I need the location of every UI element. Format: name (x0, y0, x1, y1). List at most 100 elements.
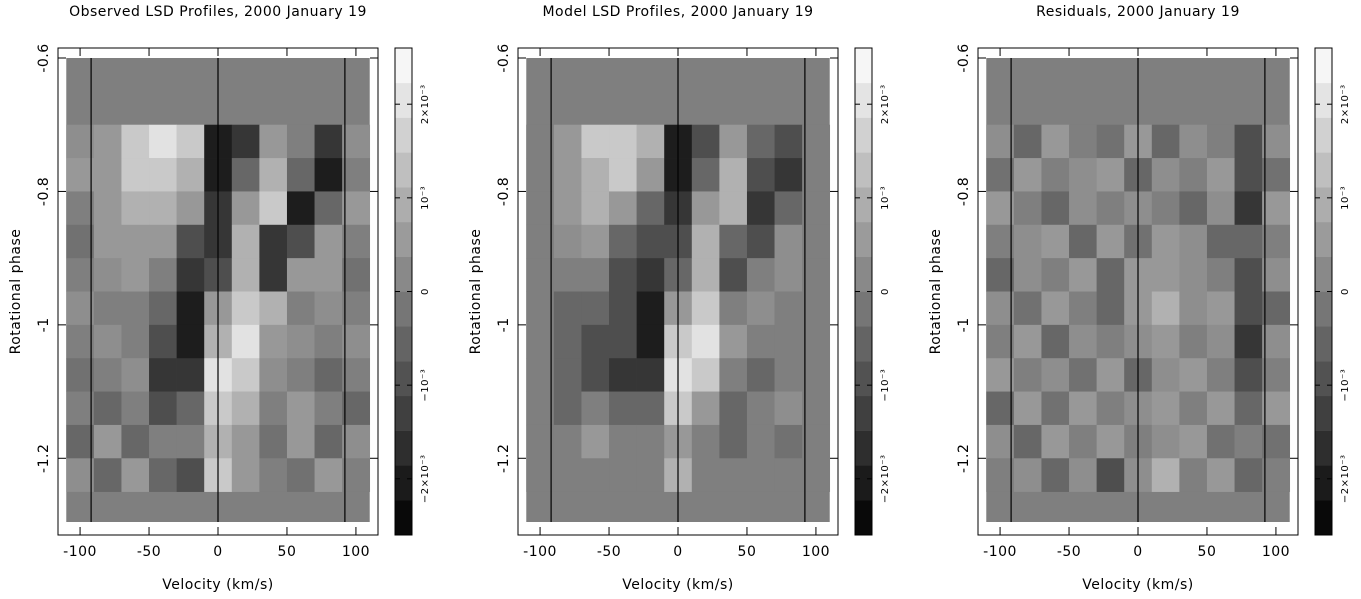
heat-cell (719, 391, 748, 426)
heat-cell (149, 291, 177, 326)
heat-cell (231, 458, 260, 492)
heat-cell (719, 291, 748, 326)
heat-cell (176, 458, 205, 492)
x-tick-label: 0 (213, 544, 222, 560)
colorbar-step (395, 500, 412, 536)
heat-cell (553, 291, 582, 326)
heat-cell (231, 391, 260, 426)
heat-cell (93, 458, 122, 492)
heat-cell (553, 324, 582, 359)
y-tick-label: -0.8 (36, 177, 52, 206)
heat-cell (231, 324, 260, 359)
heat-cell (121, 158, 150, 192)
colorbar-step (395, 256, 412, 292)
heat-cell (286, 224, 315, 259)
heat-cell (342, 458, 371, 492)
heat-cell (1206, 124, 1235, 159)
heat-cell (774, 358, 803, 392)
y-tick-label: -0.6 (956, 43, 972, 72)
heat-cell (719, 424, 748, 459)
heat-cell (231, 158, 260, 192)
heat-cell (342, 258, 371, 292)
heat-cell (774, 224, 803, 259)
heat-cell (1041, 224, 1070, 259)
heat-cell (1234, 158, 1263, 192)
heat-cell (259, 224, 288, 259)
heat-cell (986, 391, 1015, 426)
heat-cell (176, 258, 205, 292)
heat-cell (1234, 458, 1263, 492)
heat-cell (176, 124, 205, 159)
heat-cell (93, 358, 122, 392)
heat-cell (636, 191, 665, 226)
heat-cell (746, 458, 775, 492)
heat-cell (1041, 258, 1070, 292)
heat-cell (121, 391, 150, 426)
heat-cell (1096, 458, 1125, 492)
heat-cell (1069, 191, 1097, 226)
heat-cell (176, 191, 205, 226)
y-tick-label: -0.8 (496, 177, 512, 206)
heat-cell (176, 224, 205, 259)
heat-cell (231, 224, 260, 259)
heat-cell (802, 291, 831, 326)
heat-cell (1179, 191, 1208, 226)
heat-cell (636, 391, 665, 426)
heat-cell (802, 191, 831, 226)
heat-cell (609, 324, 637, 359)
heat-cell (1206, 224, 1235, 259)
heat-cell (1206, 158, 1235, 192)
heat-cell (691, 324, 720, 359)
heat-cell (609, 224, 637, 259)
heat-cell (526, 358, 555, 392)
x-axis-label: Velocity (km/s) (622, 577, 734, 593)
colorbar-step (855, 152, 872, 188)
heat-cell (1179, 358, 1208, 392)
heat-cell (609, 358, 637, 392)
heat-cell (314, 324, 343, 359)
heat-cell (1041, 424, 1070, 459)
heat-cell (286, 391, 315, 426)
heat-cell (93, 291, 122, 326)
heat-cell (1096, 391, 1125, 426)
x-tick-label: -50 (1057, 544, 1081, 560)
heat-cell (719, 158, 748, 192)
y-tick-label: -0.6 (496, 43, 512, 72)
colorbar-step (395, 117, 412, 153)
x-tick-label: 100 (1262, 544, 1290, 560)
x-tick-label: -50 (597, 544, 621, 560)
heat-cell (526, 258, 555, 292)
colorbar-step (395, 187, 412, 223)
heat-cell (609, 424, 637, 459)
colorbar-step (1315, 117, 1332, 153)
heat-cell (802, 258, 831, 292)
heat-cell (314, 191, 343, 226)
colorbar-step (855, 256, 872, 292)
heat-cell (774, 324, 803, 359)
heat-cell (1096, 224, 1125, 259)
colorbar-step (855, 221, 872, 258)
heat-cell (259, 258, 288, 292)
colorbar-tick-label: −10⁻³ (1340, 369, 1351, 402)
heat-cell (93, 191, 122, 226)
heat-cell (149, 458, 177, 492)
heat-cell (342, 158, 371, 192)
heat-cell (636, 124, 665, 159)
heat-cell (1262, 224, 1291, 259)
heat-cell (1069, 224, 1097, 259)
heat-cell (986, 424, 1015, 459)
heat-cell (746, 258, 775, 292)
heat-cell (581, 391, 610, 426)
heat-cell (66, 124, 95, 159)
heat-cell (553, 391, 582, 426)
heat-cell (121, 424, 150, 459)
colorbar-step (855, 430, 872, 466)
heat-cell (66, 424, 95, 459)
heat-cell (581, 458, 610, 492)
heat-cell (581, 424, 610, 459)
heat-cell (93, 124, 122, 159)
heat-cell (314, 458, 343, 492)
heat-cell (1151, 358, 1180, 392)
heat-cell (286, 258, 315, 292)
heat-cell (149, 124, 177, 159)
